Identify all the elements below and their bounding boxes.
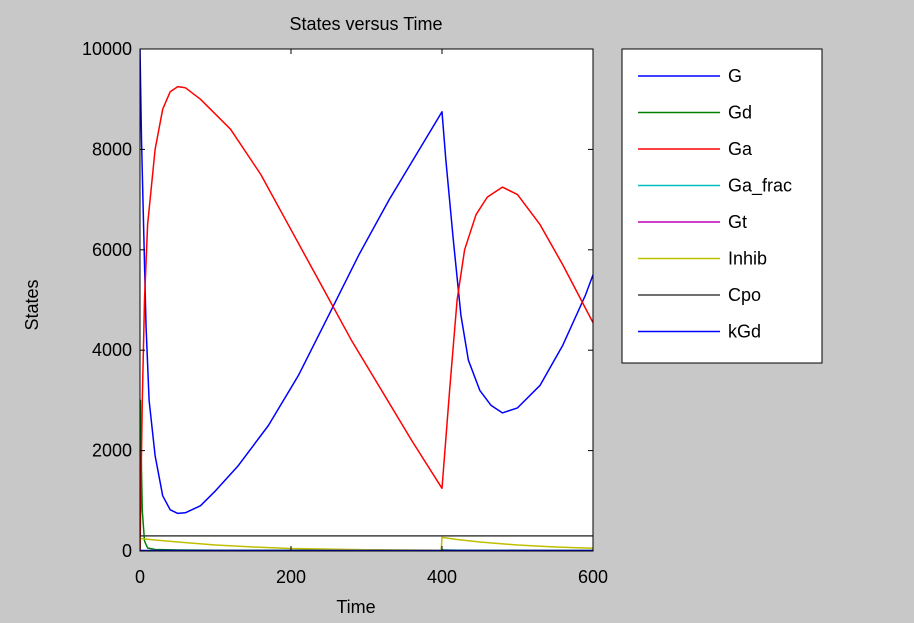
legend-label-gd: Gd xyxy=(728,103,752,123)
y-axis-label: States xyxy=(22,279,42,330)
plot-area xyxy=(140,49,593,551)
x-tick-label: 0 xyxy=(135,567,145,587)
legend-box xyxy=(621,48,823,364)
legend-label-inhib: Inhib xyxy=(728,249,767,269)
legend-label-g: G xyxy=(728,66,742,86)
legend-label-kgd: kGd xyxy=(728,322,761,342)
x-tick-label: 400 xyxy=(427,567,457,587)
series-line-ga xyxy=(140,85,593,551)
legend-label-ga: Ga xyxy=(728,139,753,159)
y-tick-label: 10000 xyxy=(82,39,132,59)
legend-label-ga-frac: Ga_frac xyxy=(728,176,792,197)
legend-label-cpo: Cpo xyxy=(728,285,761,305)
x-tick-label: 600 xyxy=(578,567,608,587)
x-axis-label: Time xyxy=(336,597,375,617)
y-tick-label: 6000 xyxy=(92,240,132,260)
plot-frame xyxy=(139,48,594,552)
legend: G Gd Ga Ga_frac Gt Inhib Cpo kGd xyxy=(621,48,823,364)
y-tick-label: 4000 xyxy=(92,340,132,360)
legend-label-gt: Gt xyxy=(728,212,747,232)
y-tick-label: 2000 xyxy=(92,441,132,461)
series-line-g xyxy=(140,49,593,515)
y-tick-label: 8000 xyxy=(92,139,132,159)
y-tick-label: 0 xyxy=(122,541,132,561)
x-tick-label: 200 xyxy=(276,567,306,587)
chart-title: States versus Time xyxy=(289,14,442,34)
